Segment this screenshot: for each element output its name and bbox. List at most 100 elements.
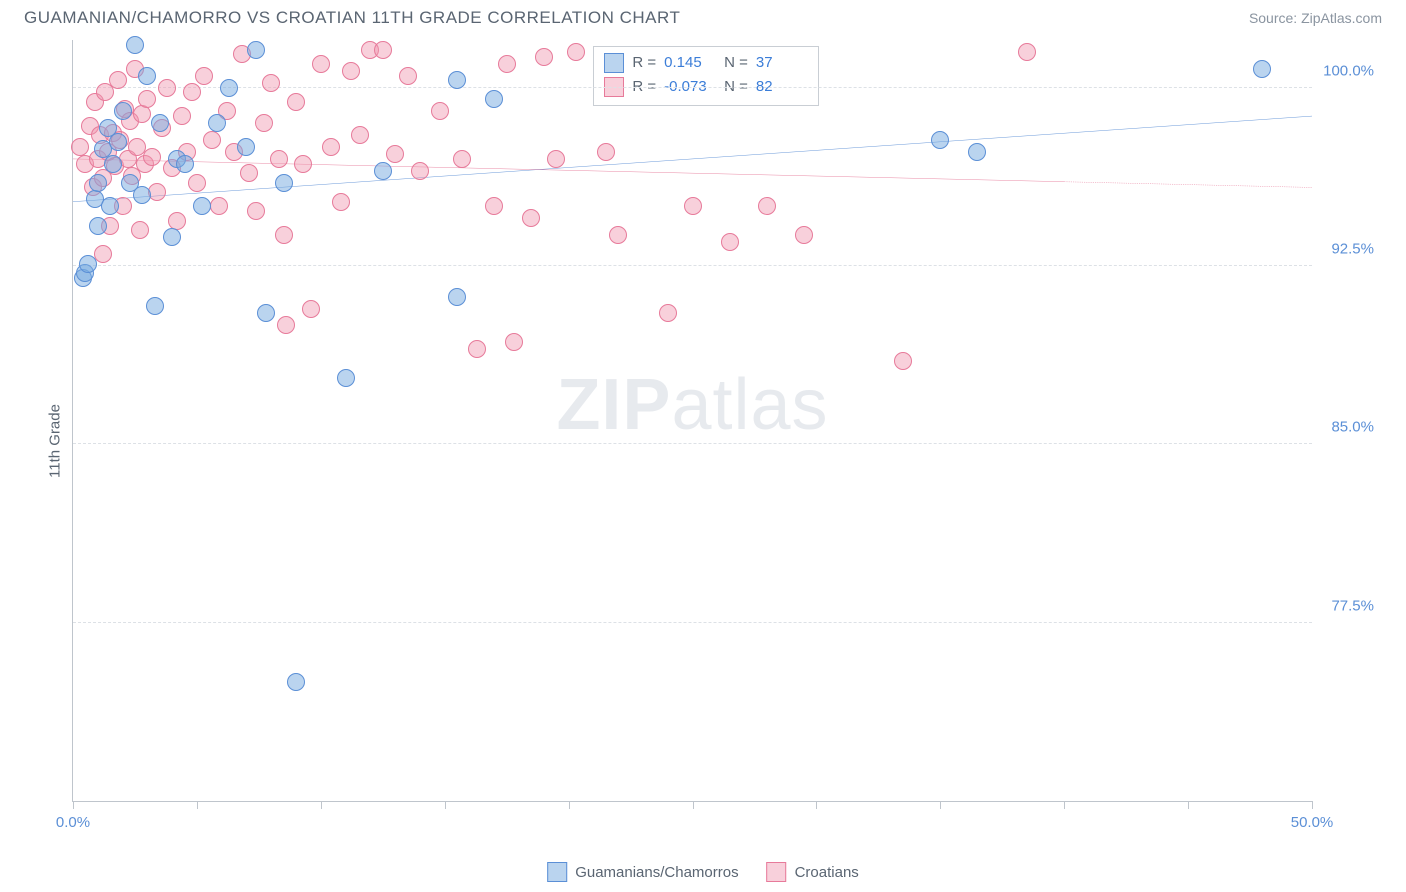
scatter-point [146, 297, 164, 315]
scatter-point [240, 164, 258, 182]
scatter-point [287, 93, 305, 111]
chart-header: GUAMANIAN/CHAMORRO VS CROATIAN 11TH GRAD… [0, 0, 1406, 32]
watermark: ZIPatlas [556, 364, 828, 446]
scatter-point [275, 174, 293, 192]
scatter-point [399, 67, 417, 85]
scatter-point [220, 79, 238, 97]
scatter-point [684, 197, 702, 215]
xtick-label: 0.0% [56, 814, 90, 831]
r-label: R = [632, 51, 656, 75]
scatter-point [143, 148, 161, 166]
scatter-point [138, 90, 156, 108]
scatter-point [968, 143, 986, 161]
xtick [197, 801, 198, 809]
xtick-label: 50.0% [1291, 814, 1334, 831]
n-value-0: 37 [756, 51, 808, 75]
scatter-point [312, 55, 330, 73]
scatter-point [931, 131, 949, 149]
scatter-point [448, 71, 466, 89]
scatter-point [173, 107, 191, 125]
scatter-point [133, 186, 151, 204]
ytick-label: 100.0% [1323, 62, 1374, 79]
scatter-point [342, 62, 360, 80]
scatter-point [168, 212, 186, 230]
scatter-point [795, 226, 813, 244]
scatter-point [138, 67, 156, 85]
scatter-point [597, 143, 615, 161]
scatter-point [1253, 60, 1271, 78]
scatter-point [287, 673, 305, 691]
scatter-point [374, 41, 392, 59]
scatter-point [109, 133, 127, 151]
scatter-point [114, 102, 132, 120]
scatter-point [104, 155, 122, 173]
ytick-label: 92.5% [1331, 240, 1374, 257]
scatter-point [71, 138, 89, 156]
xtick [321, 801, 322, 809]
legend-bottom-swatch-0 [547, 862, 567, 882]
xtick [445, 801, 446, 809]
xtick [569, 801, 570, 809]
scatter-point [126, 36, 144, 54]
xtick [1312, 801, 1313, 809]
trend-line-dashed [1064, 182, 1312, 188]
trend-lines-layer [73, 40, 1312, 801]
legend-item-0: Guamanians/Chamorros [547, 862, 738, 882]
chart-source: Source: ZipAtlas.com [1249, 10, 1382, 26]
ytick-label: 77.5% [1331, 597, 1374, 614]
gridline-h [73, 622, 1312, 623]
scatter-point [659, 304, 677, 322]
y-axis-label: 11th Grade [46, 404, 63, 478]
scatter-point [79, 255, 97, 273]
scatter-point [270, 150, 288, 168]
scatter-point [257, 304, 275, 322]
scatter-point [158, 79, 176, 97]
xtick [1188, 801, 1189, 809]
scatter-point [386, 145, 404, 163]
scatter-point [131, 221, 149, 239]
legend-label-0: Guamanians/Chamorros [575, 864, 738, 881]
scatter-point [193, 197, 211, 215]
watermark-light: atlas [671, 365, 828, 445]
scatter-point [188, 174, 206, 192]
xtick [816, 801, 817, 809]
scatter-point [277, 316, 295, 334]
scatter-point [485, 197, 503, 215]
correlation-legend: R = 0.145 N = 37 R = -0.073 N = 82 [593, 46, 819, 106]
scatter-point [262, 74, 280, 92]
scatter-point [431, 102, 449, 120]
scatter-point [101, 197, 119, 215]
gridline-h [73, 265, 1312, 266]
scatter-point [1018, 43, 1036, 61]
scatter-point [203, 131, 221, 149]
n-label: N = [724, 51, 748, 75]
scatter-point [195, 67, 213, 85]
scatter-point [894, 352, 912, 370]
scatter-point [247, 202, 265, 220]
trend-line [73, 159, 1064, 182]
chart-title: GUAMANIAN/CHAMORRO VS CROATIAN 11TH GRAD… [24, 8, 680, 28]
scatter-point [522, 209, 540, 227]
legend-row-series-0: R = 0.145 N = 37 [604, 51, 808, 75]
xtick [1064, 801, 1065, 809]
scatter-point [485, 90, 503, 108]
scatter-point [255, 114, 273, 132]
scatter-point [208, 114, 226, 132]
xtick [73, 801, 74, 809]
scatter-point [505, 333, 523, 351]
scatter-point [183, 83, 201, 101]
plot-area: ZIPatlas R = 0.145 N = 37 R = -0.073 N =… [72, 40, 1312, 802]
scatter-point [151, 114, 169, 132]
scatter-point [332, 193, 350, 211]
scatter-point [176, 155, 194, 173]
scatter-point [322, 138, 340, 156]
scatter-point [294, 155, 312, 173]
scatter-point [453, 150, 471, 168]
legend-label-1: Croatians [795, 864, 859, 881]
scatter-point [247, 41, 265, 59]
scatter-point [535, 48, 553, 66]
scatter-point [163, 228, 181, 246]
scatter-point [567, 43, 585, 61]
scatter-point [468, 340, 486, 358]
chart-container: 11th Grade ZIPatlas R = 0.145 N = 37 R =… [24, 40, 1382, 842]
